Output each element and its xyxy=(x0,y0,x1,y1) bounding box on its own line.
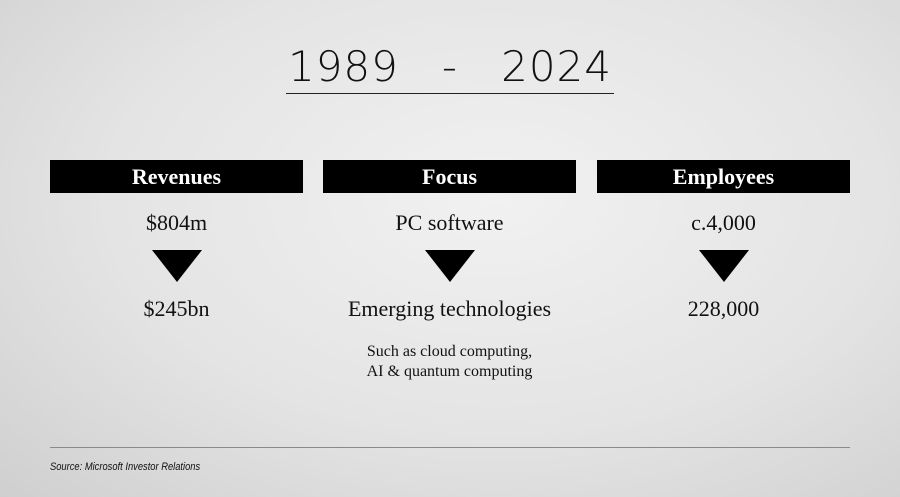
arrow-shape xyxy=(152,250,202,282)
title: 1989 - 2024 xyxy=(285,42,615,94)
arrow-shape xyxy=(425,250,475,282)
title-wrap: 1989 - 2024 xyxy=(0,42,900,94)
column-heading: Employees xyxy=(597,160,850,193)
source: Source: Microsoft Investor Relations xyxy=(50,461,201,473)
column: Revenues $804m $245bn xyxy=(50,160,303,321)
value-2024: $245bn xyxy=(143,296,210,321)
arrow xyxy=(152,250,202,282)
note: Such as cloud computing, AI & quantum com… xyxy=(323,342,576,382)
column: Employees c.4,000 228,000 xyxy=(597,160,850,321)
note-line: Such as cloud computing, xyxy=(366,343,533,360)
column: Focus PC software Emerging technologies Suc… xyxy=(323,160,576,380)
value-2024: 228,000 xyxy=(687,296,760,321)
column-heading: Focus xyxy=(323,160,576,193)
value-1989: $804m xyxy=(145,210,208,235)
arrow-shape xyxy=(699,250,749,282)
column-heading: Revenues xyxy=(50,160,303,193)
value-2024: Emerging technologies xyxy=(347,296,552,321)
note-line: AI & quantum computing xyxy=(366,363,533,380)
arrow xyxy=(699,250,749,282)
divider xyxy=(50,447,850,448)
arrow xyxy=(425,250,475,282)
value-1989: PC software xyxy=(395,210,504,235)
value-1989: c.4,000 xyxy=(691,210,756,235)
